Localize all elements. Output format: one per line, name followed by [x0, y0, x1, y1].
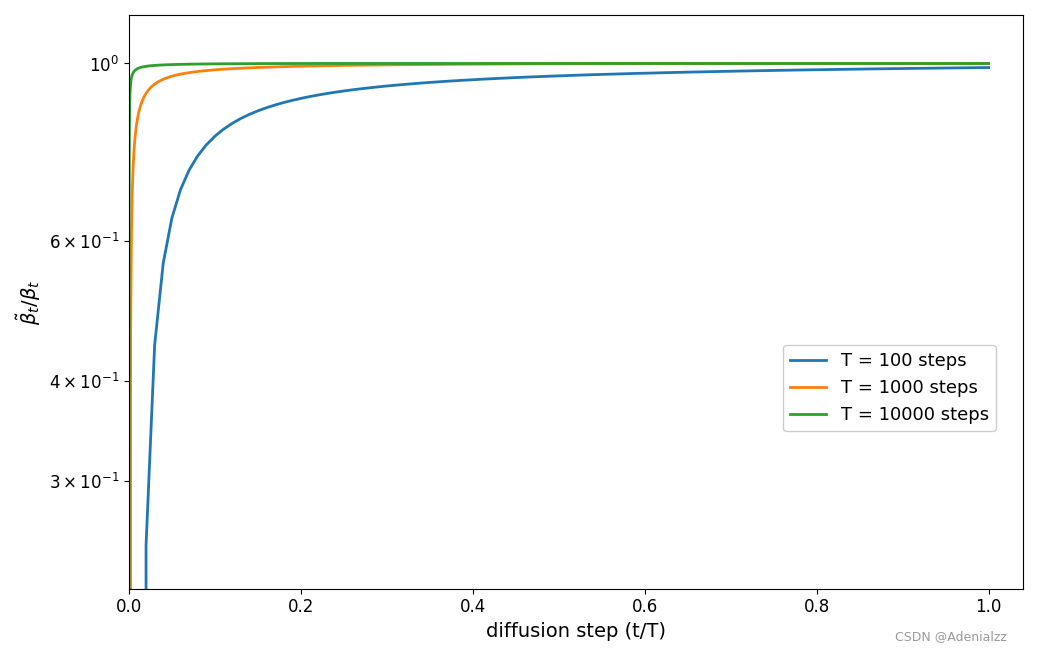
T = 10000 steps	[607, 60, 620, 68]
T = 1000 steps	[982, 60, 994, 68]
T = 10000 steps	[174, 60, 187, 68]
Line: T = 10000 steps: T = 10000 steps	[129, 64, 988, 656]
Line: T = 100 steps: T = 100 steps	[137, 68, 988, 656]
T = 100 steps	[329, 89, 342, 96]
T = 100 steps	[295, 94, 307, 102]
T = 10000 steps	[292, 60, 304, 68]
T = 100 steps	[939, 64, 952, 72]
T = 100 steps	[570, 72, 582, 79]
Text: CSDN @Adenialzz: CSDN @Adenialzz	[895, 630, 1007, 643]
T = 10000 steps	[937, 60, 950, 68]
Line: T = 1000 steps: T = 1000 steps	[130, 64, 988, 656]
T = 10000 steps	[159, 61, 171, 69]
Y-axis label: $\tilde{\beta}_t/\beta_t$: $\tilde{\beta}_t/\beta_t$	[15, 279, 44, 325]
T = 100 steps	[638, 70, 651, 77]
T = 1000 steps	[211, 66, 223, 73]
T = 1000 steps	[793, 60, 805, 68]
T = 10000 steps	[982, 60, 994, 68]
T = 1000 steps	[809, 60, 821, 68]
T = 10000 steps	[543, 60, 555, 68]
T = 1000 steps	[713, 60, 726, 68]
Legend: T = 100 steps, T = 1000 steps, T = 10000 steps: T = 100 steps, T = 1000 steps, T = 10000…	[783, 344, 996, 431]
T = 10000 steps	[127, 70, 139, 77]
T = 100 steps	[982, 64, 994, 72]
T = 1000 steps	[501, 60, 514, 68]
T = 1000 steps	[471, 60, 484, 68]
T = 100 steps	[913, 64, 926, 72]
X-axis label: diffusion step (t/T): diffusion step (t/T)	[486, 622, 666, 641]
